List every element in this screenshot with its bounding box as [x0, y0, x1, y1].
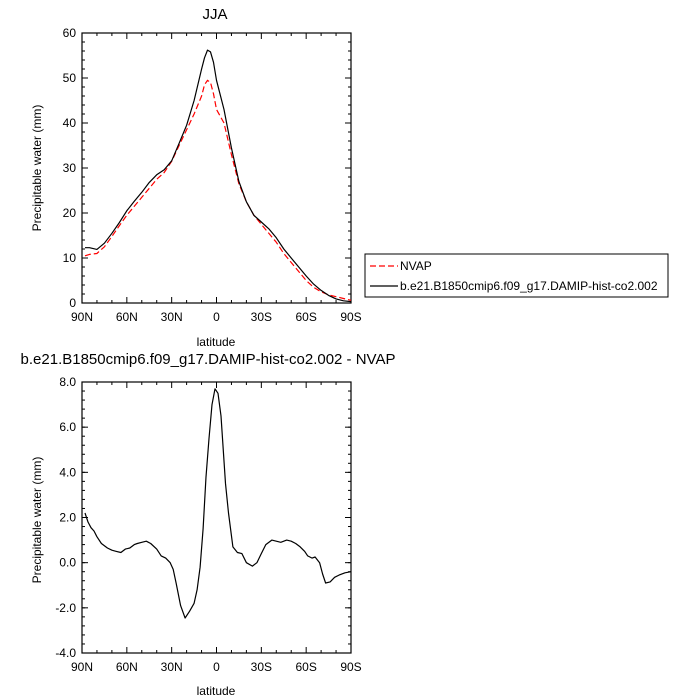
top-plot-marks: 90N 60N 30N 0 30S 60S 90S 0 10 20 30 40 50 60: [63, 26, 362, 324]
bottom-y-tick-label: -2.0: [55, 601, 76, 615]
bottom-plot-frame: [81, 381, 352, 654]
bottom-y-tick-label: 8.0: [59, 375, 76, 389]
top-y-tick-label: 40: [63, 116, 77, 130]
bottom-x-tick-label: 60S: [295, 660, 316, 674]
bottom-panel: b.e21.B1850cmip6.f09_g17.DAMIP-hist-co2.…: [21, 351, 396, 698]
bottom-x-tick-label: 60N: [116, 660, 138, 674]
bottom-plot-title: b.e21.B1850cmip6.f09_g17.DAMIP-hist-co2.…: [21, 351, 396, 368]
top-series-line-0: [84, 79, 352, 301]
bottom-x-tick-label: 90S: [340, 660, 361, 674]
bottom-x-axis-label: latitude: [197, 684, 236, 698]
top-y-tick-label: 0: [69, 296, 76, 310]
top-plot-frame: [81, 32, 352, 304]
top-y-tick-label: 10: [63, 251, 77, 265]
legend-label-nvap: NVAP: [400, 259, 432, 273]
bottom-y-tick-label: 0.0: [59, 556, 76, 570]
top-plot-title: JJA: [202, 6, 227, 23]
legend-box: [364, 253, 669, 298]
bottom-y-tick-label: 4.0: [59, 465, 76, 479]
top-y-axis-label: Precipitable water (mm): [30, 105, 44, 232]
top-x-tick-label: 90S: [340, 310, 361, 324]
top-legend: NVAP b.e21.B1850cmip6.f09_g17.DAMIP-hist…: [364, 253, 669, 298]
bottom-y-axis-label: Precipitable water (mm): [30, 457, 44, 584]
bottom-y-tick-label: 6.0: [59, 420, 76, 434]
bottom-x-tick-label: 30S: [251, 660, 272, 674]
top-x-tick-label: 60N: [116, 310, 138, 324]
bottom-y-tick-label: 2.0: [59, 511, 76, 525]
top-y-tick-label: 30: [63, 161, 77, 175]
bottom-y-tick-label: -4.0: [55, 646, 76, 660]
top-y-tick-label: 50: [63, 71, 77, 85]
top-x-tick-label: 60S: [295, 310, 316, 324]
bottom-x-tick-label: 90N: [71, 660, 93, 674]
bottom-x-tick-label: 0: [213, 660, 220, 674]
top-x-tick-label: 30N: [161, 310, 183, 324]
bottom-series-line-0: [84, 388, 352, 619]
top-series-line-1: [85, 49, 352, 303]
top-y-tick-label: 20: [63, 206, 77, 220]
top-x-tick-label: 90N: [71, 310, 93, 324]
top-x-axis-label: latitude: [197, 335, 236, 349]
top-x-tick-label: 0: [213, 310, 220, 324]
bottom-x-tick-label: 30N: [161, 660, 183, 674]
bottom-plot-marks: 90N 60N 30N 0 30S 60S 90S -4.0 -2.0 0.0 2.0 4.0 6.0 8…: [55, 375, 361, 674]
legend-label-model: b.e21.B1850cmip6.f09_g17.DAMIP-hist-co2.…: [400, 279, 658, 293]
top-x-tick-label: 30S: [251, 310, 272, 324]
top-y-tick-label: 60: [63, 26, 77, 40]
top-panel: JJA 90N 60N 30N 0 30S 60S 90S 0 10 20 30 40 50 60 lat…: [30, 6, 669, 349]
